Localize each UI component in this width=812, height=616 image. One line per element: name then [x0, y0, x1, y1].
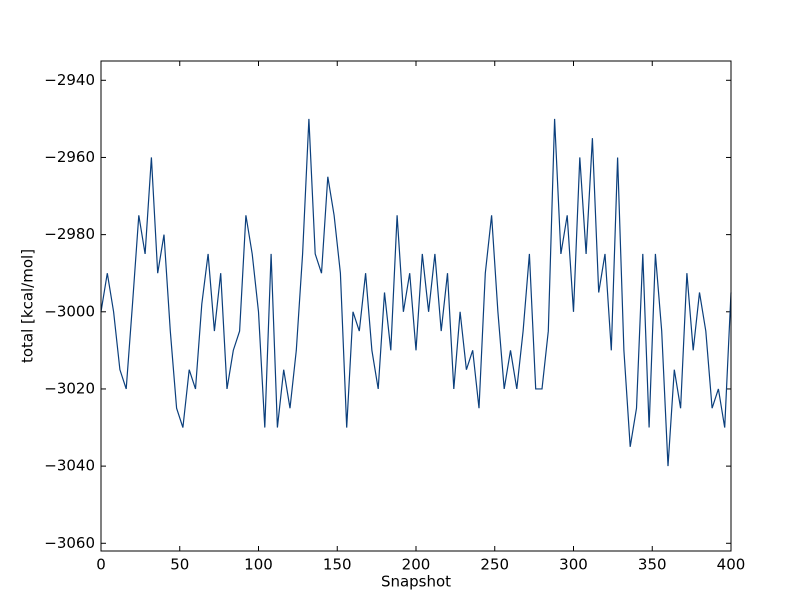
y-tick-label: −3020 — [44, 379, 95, 397]
data-line — [100, 118, 732, 467]
y-tick-label: −3040 — [44, 457, 95, 475]
x-tick-label: 400 — [717, 556, 746, 574]
y-tick-label: −3000 — [44, 302, 95, 320]
y-axis-label: total [kcal/mol] — [19, 249, 37, 363]
x-axis-label: Snapshot — [381, 573, 451, 591]
x-tick-label: 200 — [402, 556, 431, 574]
y-tick-label: −2940 — [44, 71, 95, 89]
x-tick-label: 350 — [638, 556, 667, 574]
x-tick-label: 150 — [323, 556, 352, 574]
x-tick-label: 300 — [559, 556, 588, 574]
x-tick-label: 100 — [244, 556, 273, 574]
y-tick-label: −3060 — [44, 534, 95, 552]
x-tick-label: 50 — [170, 556, 189, 574]
x-tick-label: 0 — [96, 556, 106, 574]
x-tick-label: 250 — [480, 556, 509, 574]
plot-frame — [100, 60, 732, 552]
y-tick-label: −2960 — [44, 148, 95, 166]
y-tick-label: −2980 — [44, 225, 95, 243]
